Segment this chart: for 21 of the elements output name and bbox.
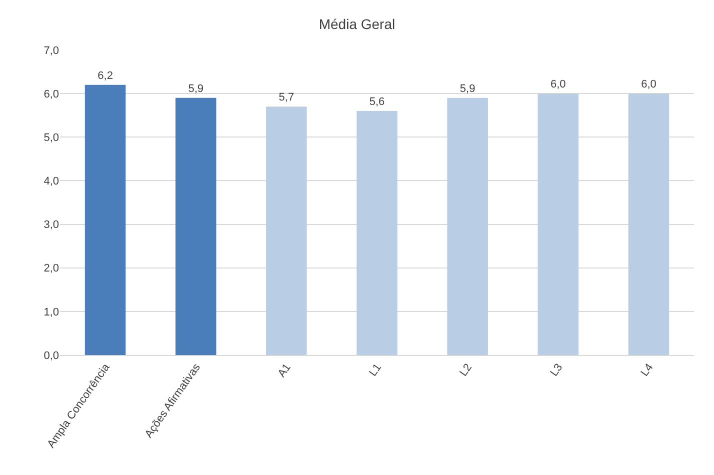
x-tick-label: L4 [638,362,656,379]
y-tick-label: 4,0 [44,176,59,188]
y-tick-label: 6,0 [44,88,59,100]
data-label: 5,9 [188,82,204,95]
data-label: 5,9 [460,82,476,95]
y-tick-label: 0,0 [44,350,59,362]
data-label: 5,6 [369,96,385,108]
data-label: 6,2 [98,70,113,82]
y-tick-label: 3,0 [44,219,59,232]
x-tick-label: L2 [458,362,475,379]
x-tick-label: A1 [276,362,294,380]
data-label: 6,0 [550,78,566,91]
x-tick-label: L1 [367,362,384,379]
chart-title: Média Geral [318,16,396,32]
data-label: 6,0 [641,78,656,91]
x-tick-label: L3 [548,362,566,379]
data-label: 5,7 [278,92,294,104]
y-tick-label: 5,0 [44,132,59,144]
y-tick-label: 1,0 [44,306,59,318]
y-tick-label: 2,0 [44,262,59,275]
y-tick-label: 7,0 [44,44,59,57]
